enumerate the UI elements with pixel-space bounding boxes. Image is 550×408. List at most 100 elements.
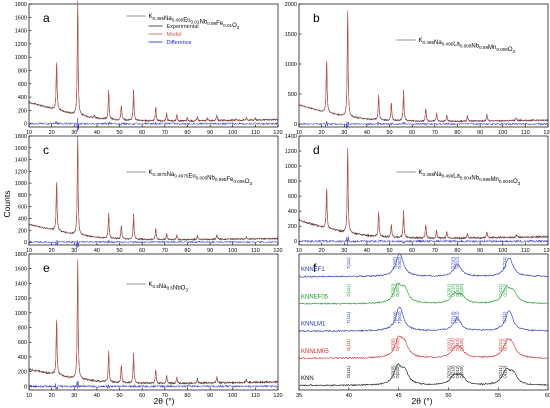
- x-tick-label: 30: [341, 130, 347, 136]
- model-series: [28, 259, 279, 384]
- panel-frame: [28, 253, 279, 391]
- hkl-label: O(012): [455, 283, 460, 297]
- y-tick-label: 800: [18, 193, 27, 199]
- x-tick-label: 70: [162, 130, 168, 136]
- x-tick-label: 60: [139, 248, 145, 254]
- y-tick-label: 1200: [15, 169, 27, 175]
- experimental-series: [298, 10, 549, 123]
- hkl-label: O(012): [455, 338, 460, 352]
- y-tick-label: 800: [288, 179, 297, 185]
- series-knnlm1: [298, 306, 549, 333]
- experimental-series: [28, 136, 279, 241]
- x-tick-label: 60: [409, 248, 415, 254]
- y-tick-label: 400: [18, 95, 27, 101]
- panel-letter: c: [43, 143, 49, 157]
- series-knnef1: [298, 252, 549, 278]
- hkl-label: T(111): [346, 311, 351, 323]
- x-tick-label: 20: [319, 130, 325, 136]
- x-tick-label: 90: [207, 393, 213, 399]
- series-knnef05: [298, 282, 549, 305]
- x-tick-label: 10: [296, 130, 302, 136]
- x-tick-label: 100: [228, 248, 237, 254]
- panel-letter: b: [313, 11, 320, 25]
- series-label: KNNLM1: [301, 322, 326, 328]
- formula-label: K0.498Na0.498La0.004Nb0.995Mn0.0045O3: [419, 170, 521, 186]
- x-axis-label-left: 2θ (°): [154, 396, 175, 406]
- hkl-label: O(111): [346, 338, 351, 351]
- hkl-label: T(200): [393, 256, 398, 269]
- hkl-label: O(210): [451, 338, 456, 352]
- difference-series: [28, 380, 279, 391]
- y-tick-label: 1800: [15, 134, 27, 140]
- x-tick-label: 20: [49, 130, 55, 136]
- panel-e: 10 20 30 40 50 60 70 80 90 100 110 120 e 0 200 400 600 80…: [15, 252, 283, 399]
- hkl-label: T(211): [502, 311, 507, 324]
- x-tick-label: 120: [543, 248, 550, 254]
- y-tick-label: 0: [294, 122, 297, 128]
- hkl-label: O(020): [395, 338, 400, 352]
- x-tick-label: 60: [139, 130, 145, 136]
- difference-series: [298, 236, 549, 246]
- x-tick-label: 110: [251, 393, 260, 399]
- y-tick-label: 600: [18, 205, 27, 211]
- y-tick-label: 1400: [285, 134, 297, 140]
- hkl-label: O(112): [502, 338, 507, 351]
- series-label: KNNEF1: [301, 267, 325, 273]
- y-tick-label: 600: [288, 194, 297, 200]
- x-tick-label: 35: [296, 393, 302, 399]
- y-tick-label: 800: [18, 68, 27, 74]
- hkl-label: O(112): [502, 365, 507, 378]
- legend-entry: Model: [167, 32, 182, 38]
- panel-frame: [28, 135, 279, 246]
- y-tick-label: 400: [18, 216, 27, 222]
- x-tick-label: 110: [251, 130, 260, 136]
- x-tick-label: 10: [26, 130, 32, 136]
- hkl-label: O(111): [346, 284, 351, 297]
- hkl-label: T(012): [455, 311, 460, 324]
- x-axis-label-right: 2θ (°): [412, 396, 433, 406]
- x-tick-label: 40: [94, 393, 100, 399]
- x-tick-label: 20: [49, 248, 55, 254]
- x-tick-label: 100: [498, 248, 507, 254]
- y-tick-label: 600: [18, 340, 27, 346]
- y-tick-label: 0: [24, 240, 27, 246]
- y-tick-label: 1000: [15, 55, 27, 61]
- hkl-label: O(210): [451, 283, 456, 297]
- panel-a: 10 20 30 40 50 60 70 80 90 100 110 120 a 0 200 400 600 80…: [15, 0, 283, 136]
- x-tick-label: 120: [543, 130, 550, 136]
- hkl-label: O(120): [459, 283, 464, 297]
- panel-c: 10 20 30 40 50 60 70 80 90 100 110 120 c 0 200 400 600 80…: [15, 134, 283, 254]
- y-tick-label: 400: [18, 355, 27, 361]
- x-tick-label: 10: [296, 248, 302, 254]
- y-tick-label: 800: [18, 326, 27, 332]
- y-tick-label: 200: [18, 370, 27, 376]
- x-tick-label: 90: [477, 130, 483, 136]
- series-label: KNNLM05: [301, 349, 329, 355]
- y-tick-label: 1200: [285, 149, 297, 155]
- x-tick-label: 40: [364, 248, 370, 254]
- hkl-label: O(020): [395, 283, 400, 297]
- hkl-label: T(002): [397, 256, 402, 269]
- y-tick-label: 600: [18, 82, 27, 88]
- x-tick-label: 60: [139, 393, 145, 399]
- series-knn: [298, 363, 549, 387]
- panel-frame: [28, 3, 279, 128]
- x-tick-label: 110: [521, 130, 530, 136]
- series-knnlm05: [298, 335, 549, 360]
- hkl-label: T(211): [502, 257, 507, 270]
- formula-label: K0.4975Na0.4975Eu0.005Nb0.995Fe0.005O3: [149, 170, 253, 186]
- y-tick-label: 0: [24, 384, 27, 390]
- x-tick-label: 55: [495, 393, 501, 399]
- y-tick-label: 1200: [15, 42, 27, 48]
- hkl-label: O(120): [459, 338, 464, 352]
- y-tick-label: 1200: [15, 296, 27, 302]
- hkl-label: T(210): [450, 256, 455, 269]
- hkl-label: T(111): [346, 257, 351, 269]
- x-tick-label: 30: [71, 130, 77, 136]
- x-tick-label: 50: [386, 248, 392, 254]
- y-tick-label: 1600: [15, 267, 27, 273]
- panel-letter: e: [43, 261, 50, 275]
- panel-d: 10 20 30 40 50 60 70 80 90 100 110 120 d 0 200 400 600 80…: [285, 134, 550, 254]
- formula-label: K0.495Na0.495Eu0.01Nb0.99Fe0.01O3: [149, 14, 240, 30]
